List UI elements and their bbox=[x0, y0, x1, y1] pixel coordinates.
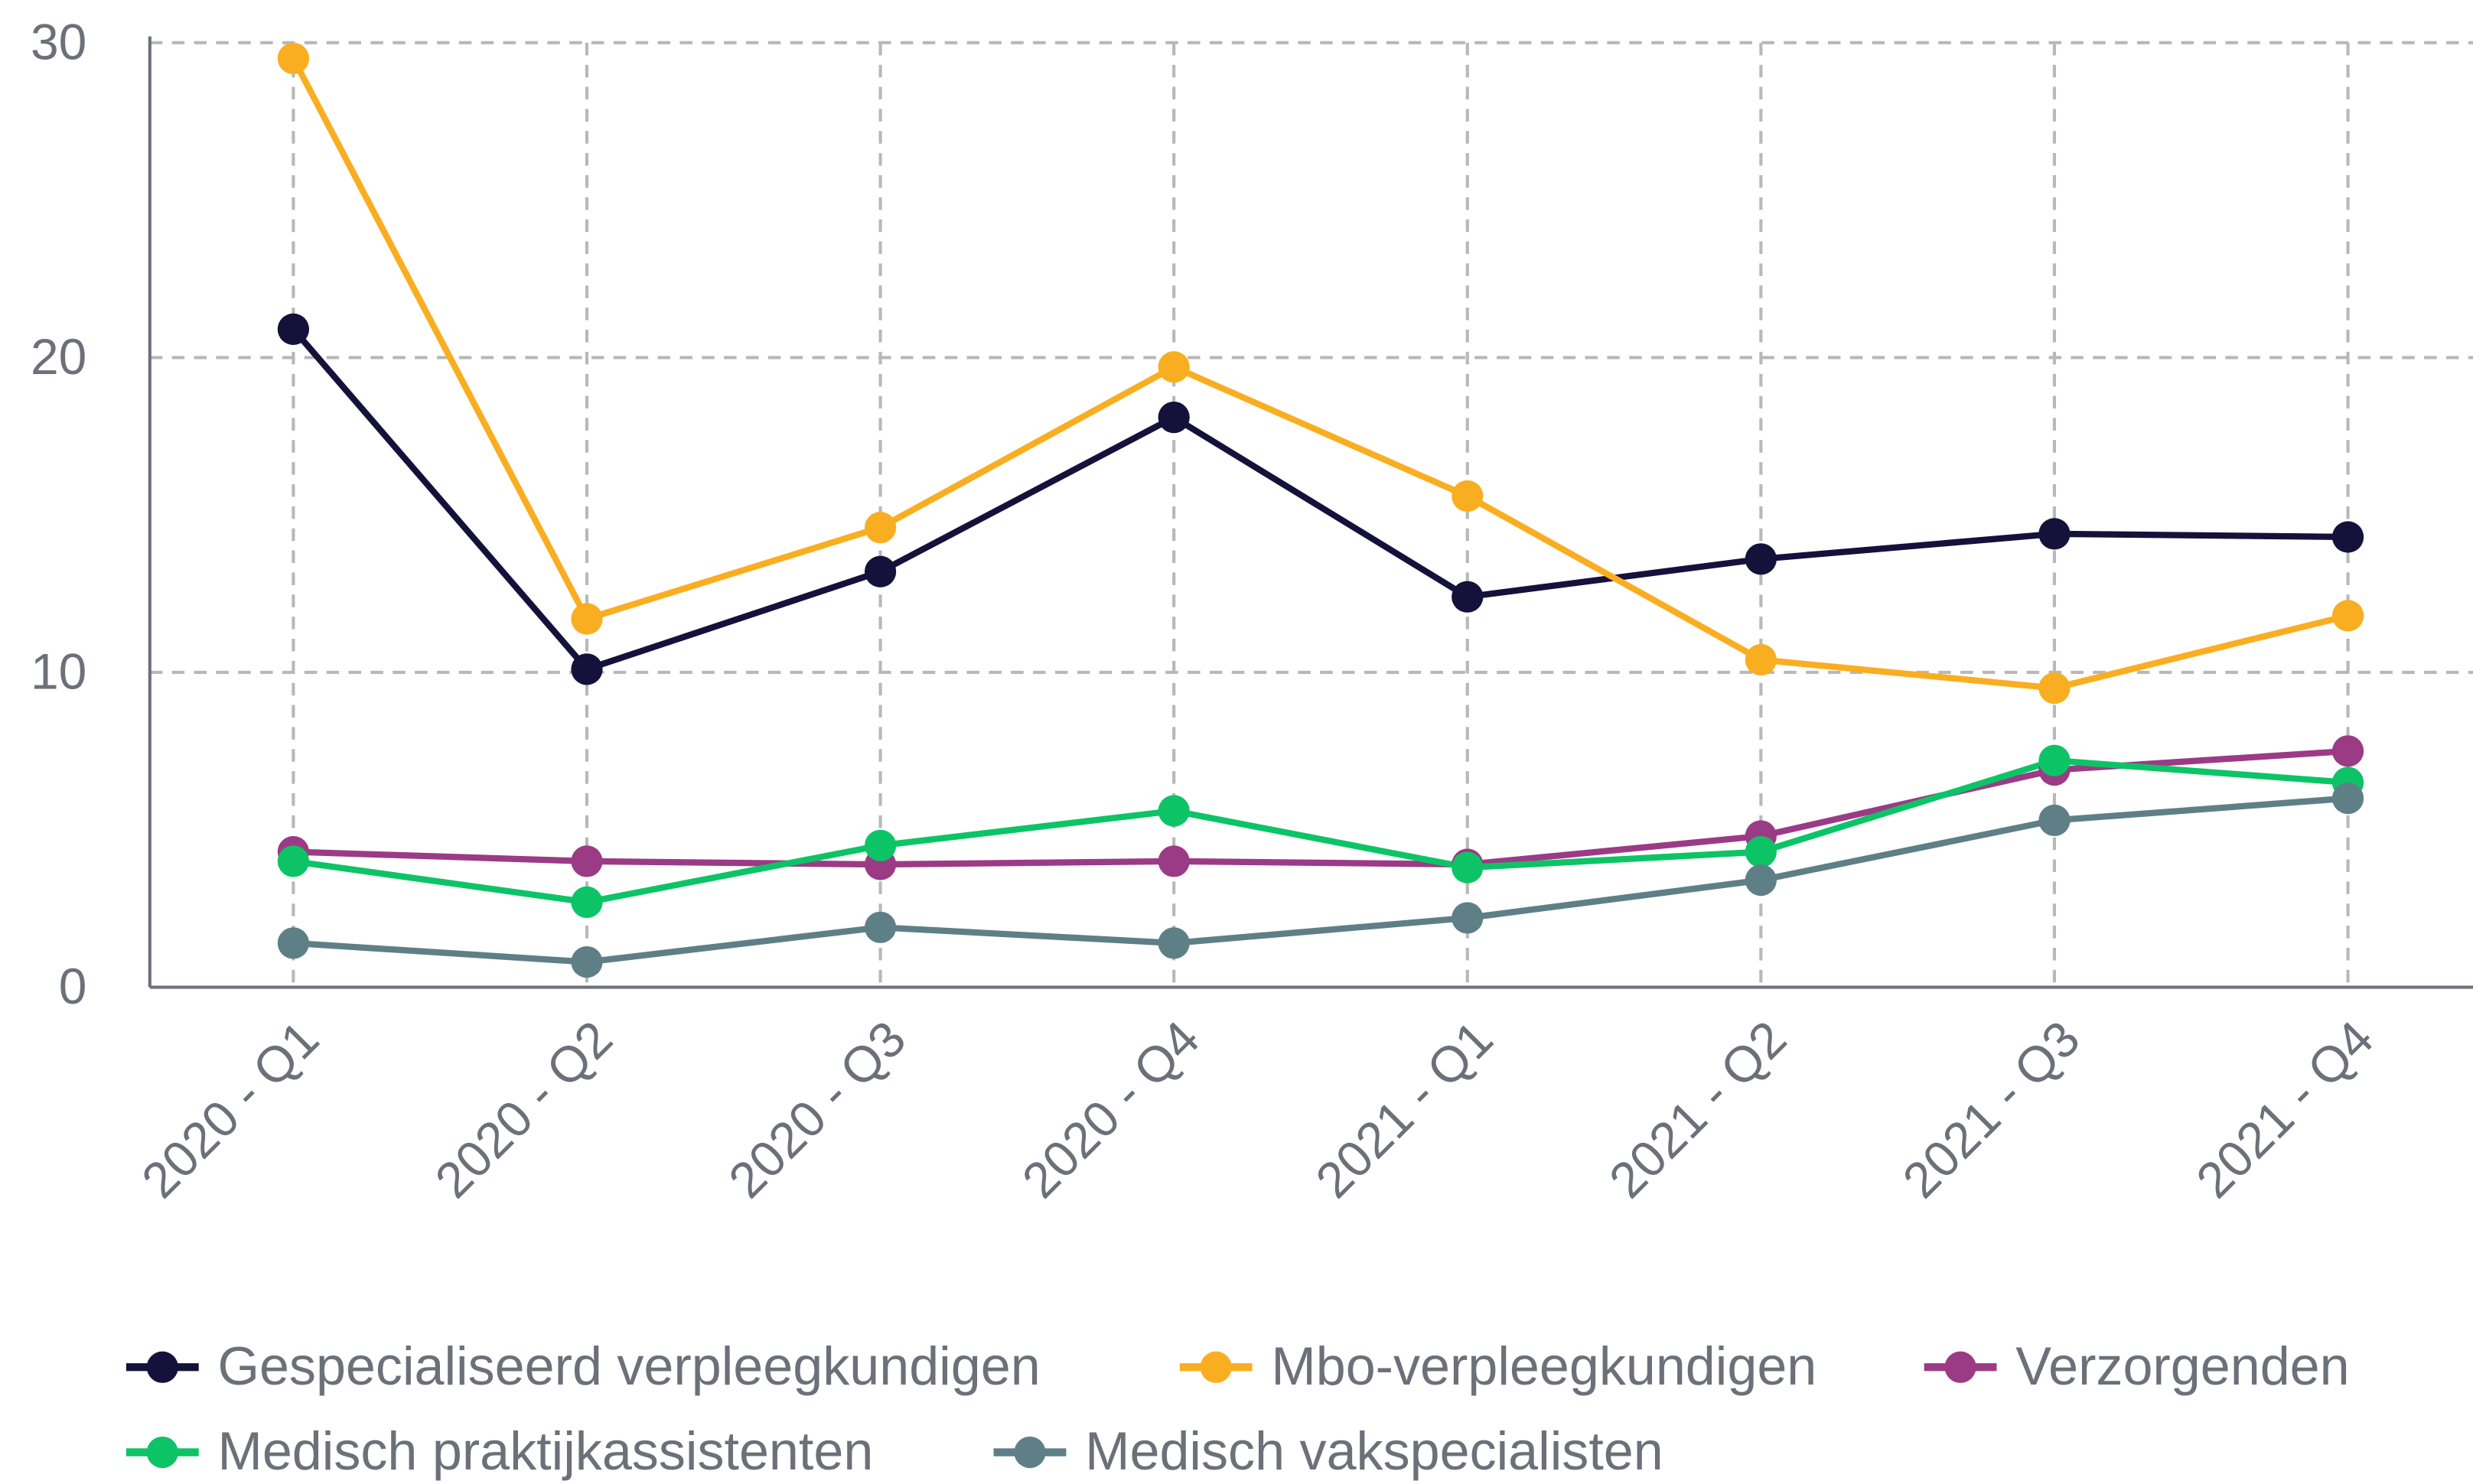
data-point bbox=[571, 945, 603, 978]
y-tick-label: 30 bbox=[31, 13, 86, 70]
data-point bbox=[1452, 851, 1484, 884]
x-tick-label: 2021 - Q4 bbox=[2185, 1010, 2384, 1209]
data-point bbox=[2331, 782, 2364, 815]
data-point bbox=[277, 313, 309, 345]
data-point bbox=[571, 653, 603, 685]
series-line bbox=[292, 757, 2348, 906]
series-line bbox=[290, 57, 2349, 692]
data-point bbox=[1452, 902, 1484, 934]
series-line bbox=[293, 747, 2348, 868]
data-point bbox=[1158, 401, 1190, 434]
x-tick-label: 2020 - Q2 bbox=[424, 1010, 623, 1209]
data-point bbox=[864, 829, 897, 861]
legend-label: Medisch vakspecialisten bbox=[1085, 1421, 1663, 1481]
data-point bbox=[277, 42, 309, 75]
legend-label: Mbo-verpleegkundigen bbox=[1271, 1336, 1816, 1396]
data-point bbox=[2038, 672, 2071, 705]
data-point bbox=[1158, 351, 1190, 383]
x-tick-label: 2021 - Q2 bbox=[1598, 1010, 1797, 1209]
data-point bbox=[2038, 804, 2071, 837]
legend-marker bbox=[1944, 1351, 1976, 1383]
data-point bbox=[864, 512, 897, 544]
data-point bbox=[1158, 795, 1190, 827]
data-point bbox=[1452, 480, 1484, 513]
legend-label: Medisch praktijkassistenten bbox=[217, 1421, 873, 1481]
series-line bbox=[291, 327, 2348, 673]
x-tick-label: 2020 - Q1 bbox=[131, 1010, 330, 1209]
x-tick-label: 2020 - Q4 bbox=[1011, 1010, 1210, 1209]
y-tick-label: 10 bbox=[31, 643, 86, 700]
legend-marker bbox=[1014, 1436, 1046, 1469]
data-point bbox=[1745, 864, 1777, 897]
data-point bbox=[1158, 927, 1190, 959]
legend-marker bbox=[146, 1436, 178, 1469]
data-point bbox=[864, 555, 897, 587]
data-point bbox=[571, 603, 603, 635]
data-point bbox=[864, 911, 897, 943]
data-point bbox=[2038, 744, 2071, 776]
legend-marker bbox=[1200, 1351, 1232, 1383]
y-tick-label: 20 bbox=[31, 328, 86, 385]
x-tick-label: 2021 - Q1 bbox=[1305, 1010, 1504, 1209]
data-point bbox=[2331, 735, 2364, 767]
legend-label: Verzorgenden bbox=[2015, 1336, 2349, 1396]
legend-marker bbox=[146, 1351, 178, 1383]
legend-label: Gespecialiseerd verpleegkundigen bbox=[217, 1336, 1040, 1396]
x-tick-label: 2021 - Q3 bbox=[1891, 1010, 2090, 1209]
data-point bbox=[2331, 521, 2364, 553]
data-point bbox=[1745, 835, 1777, 868]
data-point bbox=[277, 927, 309, 959]
y-tick-label: 0 bbox=[59, 958, 87, 1014]
data-point bbox=[571, 886, 603, 919]
data-point bbox=[2038, 518, 2071, 550]
data-point bbox=[571, 845, 603, 877]
data-point bbox=[1158, 845, 1190, 877]
x-tick-label: 2020 - Q3 bbox=[718, 1010, 917, 1209]
data-point bbox=[2331, 600, 2364, 632]
series-line bbox=[293, 795, 2348, 965]
data-point bbox=[1745, 543, 1777, 575]
data-point bbox=[277, 845, 309, 877]
data-point bbox=[1745, 643, 1777, 676]
data-point bbox=[1452, 581, 1484, 613]
